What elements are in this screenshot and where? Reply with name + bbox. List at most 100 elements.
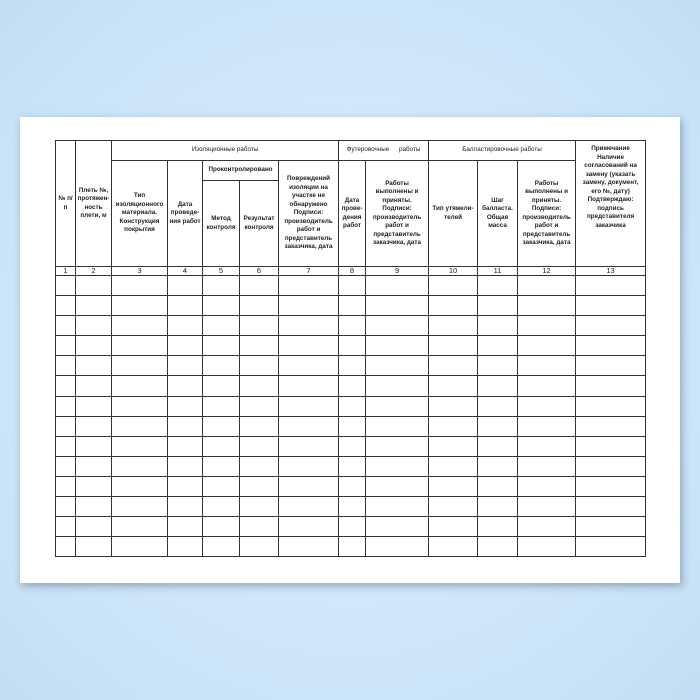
table-cell[interactable] <box>277 315 340 337</box>
table-cell[interactable] <box>517 475 577 498</box>
table-cell[interactable] <box>75 475 112 498</box>
table-cell[interactable] <box>365 516 430 538</box>
table-cell[interactable] <box>111 375 168 397</box>
table-cell[interactable] <box>477 415 519 437</box>
table-cell[interactable] <box>75 415 112 437</box>
table-cell[interactable] <box>167 395 203 417</box>
table-cell[interactable] <box>55 295 76 317</box>
table-cell[interactable] <box>277 475 340 498</box>
table-cell[interactable] <box>111 435 168 457</box>
table-cell[interactable] <box>202 335 240 357</box>
table-cell[interactable] <box>338 375 367 397</box>
table-cell[interactable] <box>55 274 76 297</box>
table-cell[interactable] <box>167 536 203 558</box>
table-cell[interactable] <box>111 536 168 558</box>
table-cell[interactable] <box>428 375 479 397</box>
table-cell[interactable] <box>575 475 647 498</box>
table-cell[interactable] <box>55 496 76 518</box>
table-cell[interactable] <box>167 496 203 518</box>
table-cell[interactable] <box>477 355 519 377</box>
table-cell[interactable] <box>202 415 240 437</box>
table-cell[interactable] <box>202 315 240 337</box>
table-cell[interactable] <box>239 355 279 377</box>
table-cell[interactable] <box>239 496 279 518</box>
table-cell[interactable] <box>111 335 168 357</box>
table-cell[interactable] <box>55 355 76 377</box>
table-cell[interactable] <box>365 395 430 417</box>
table-cell[interactable] <box>575 315 647 337</box>
table-cell[interactable] <box>517 536 577 558</box>
table-cell[interactable] <box>277 274 340 297</box>
table-cell[interactable] <box>55 375 76 397</box>
table-cell[interactable] <box>575 435 647 457</box>
table-cell[interactable] <box>202 274 240 297</box>
table-cell[interactable] <box>365 435 430 457</box>
table-cell[interactable] <box>428 315 479 337</box>
table-cell[interactable] <box>277 335 340 357</box>
table-cell[interactable] <box>575 415 647 437</box>
table-cell[interactable] <box>167 415 203 437</box>
table-cell[interactable] <box>517 274 577 297</box>
table-cell[interactable] <box>167 435 203 457</box>
table-cell[interactable] <box>75 375 112 397</box>
table-cell[interactable] <box>338 315 367 337</box>
table-cell[interactable] <box>111 295 168 317</box>
table-cell[interactable] <box>365 295 430 317</box>
table-cell[interactable] <box>75 295 112 317</box>
table-cell[interactable] <box>111 395 168 417</box>
table-cell[interactable] <box>111 315 168 337</box>
table-cell[interactable] <box>75 395 112 417</box>
table-cell[interactable] <box>111 455 168 477</box>
table-cell[interactable] <box>277 455 340 477</box>
table-cell[interactable] <box>55 395 76 417</box>
table-cell[interactable] <box>575 375 647 397</box>
table-cell[interactable] <box>239 435 279 457</box>
table-cell[interactable] <box>75 355 112 377</box>
table-cell[interactable] <box>517 496 577 518</box>
table-cell[interactable] <box>477 315 519 337</box>
table-cell[interactable] <box>338 415 367 437</box>
table-cell[interactable] <box>477 274 519 297</box>
table-cell[interactable] <box>428 415 479 437</box>
table-cell[interactable] <box>428 475 479 498</box>
table-cell[interactable] <box>167 335 203 357</box>
table-cell[interactable] <box>277 516 340 538</box>
table-cell[interactable] <box>365 415 430 437</box>
table-cell[interactable] <box>202 455 240 477</box>
table-cell[interactable] <box>575 355 647 377</box>
table-cell[interactable] <box>517 395 577 417</box>
table-cell[interactable] <box>338 335 367 357</box>
table-cell[interactable] <box>428 274 479 297</box>
table-cell[interactable] <box>575 395 647 417</box>
table-cell[interactable] <box>365 375 430 397</box>
table-cell[interactable] <box>428 295 479 317</box>
table-cell[interactable] <box>365 455 430 477</box>
table-cell[interactable] <box>277 295 340 317</box>
table-cell[interactable] <box>517 516 577 538</box>
table-cell[interactable] <box>202 395 240 417</box>
table-cell[interactable] <box>517 295 577 317</box>
table-cell[interactable] <box>167 516 203 538</box>
table-cell[interactable] <box>428 335 479 357</box>
table-cell[interactable] <box>111 516 168 538</box>
table-cell[interactable] <box>277 375 340 397</box>
table-cell[interactable] <box>239 335 279 357</box>
table-cell[interactable] <box>167 274 203 297</box>
table-cell[interactable] <box>239 395 279 417</box>
table-cell[interactable] <box>202 375 240 397</box>
table-cell[interactable] <box>338 355 367 377</box>
table-cell[interactable] <box>111 496 168 518</box>
table-cell[interactable] <box>167 375 203 397</box>
table-cell[interactable] <box>575 536 647 558</box>
table-cell[interactable] <box>167 355 203 377</box>
table-cell[interactable] <box>477 335 519 357</box>
table-cell[interactable] <box>55 315 76 337</box>
table-cell[interactable] <box>428 455 479 477</box>
table-cell[interactable] <box>167 455 203 477</box>
table-cell[interactable] <box>239 375 279 397</box>
table-cell[interactable] <box>239 295 279 317</box>
table-cell[interactable] <box>477 435 519 457</box>
table-cell[interactable] <box>575 274 647 297</box>
table-cell[interactable] <box>111 415 168 437</box>
table-cell[interactable] <box>277 435 340 457</box>
